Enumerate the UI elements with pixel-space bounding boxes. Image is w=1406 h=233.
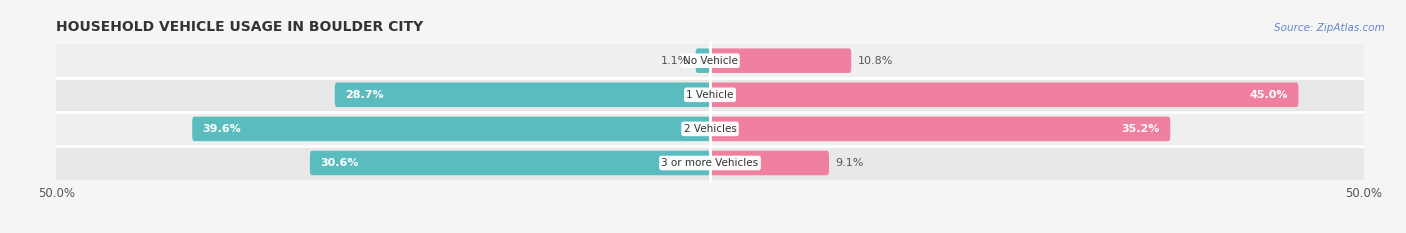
Text: HOUSEHOLD VEHICLE USAGE IN BOULDER CITY: HOUSEHOLD VEHICLE USAGE IN BOULDER CITY — [56, 20, 423, 34]
Text: 10.8%: 10.8% — [858, 56, 893, 66]
Bar — [56, 146, 1364, 180]
Text: 39.6%: 39.6% — [202, 124, 242, 134]
Text: Source: ZipAtlas.com: Source: ZipAtlas.com — [1274, 23, 1385, 33]
FancyBboxPatch shape — [710, 151, 830, 175]
FancyBboxPatch shape — [193, 116, 710, 141]
FancyBboxPatch shape — [710, 82, 1298, 107]
Text: 28.7%: 28.7% — [346, 90, 384, 100]
Text: 2 Vehicles: 2 Vehicles — [683, 124, 737, 134]
Text: 45.0%: 45.0% — [1250, 90, 1288, 100]
FancyBboxPatch shape — [696, 48, 710, 73]
FancyBboxPatch shape — [335, 82, 710, 107]
FancyBboxPatch shape — [710, 48, 851, 73]
Text: 9.1%: 9.1% — [835, 158, 863, 168]
Text: 30.6%: 30.6% — [321, 158, 359, 168]
Text: 35.2%: 35.2% — [1122, 124, 1160, 134]
FancyBboxPatch shape — [710, 116, 1170, 141]
Bar — [56, 44, 1364, 78]
Text: No Vehicle: No Vehicle — [682, 56, 738, 66]
Text: 1 Vehicle: 1 Vehicle — [686, 90, 734, 100]
Text: 3 or more Vehicles: 3 or more Vehicles — [661, 158, 759, 168]
FancyBboxPatch shape — [309, 151, 710, 175]
Bar — [56, 112, 1364, 146]
Bar — [56, 78, 1364, 112]
Text: 1.1%: 1.1% — [661, 56, 689, 66]
